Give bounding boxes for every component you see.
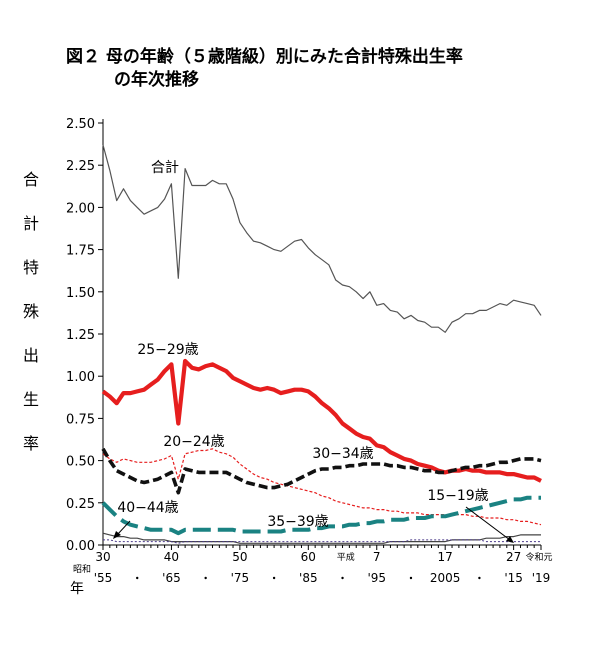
y-tick-label: 1.75 (66, 244, 95, 259)
y-tick-label: 0.75 (66, 412, 95, 427)
x-tick-label-year: '75 (231, 571, 250, 585)
series-label: 合計 (151, 160, 179, 176)
x-tick-label-era-year: 30 (95, 550, 110, 564)
annotation-arrow (116, 520, 131, 536)
series-label: 40−44歳 (117, 500, 178, 516)
x-minor-dot (478, 576, 481, 580)
y-axis-title-char: 率 (22, 434, 39, 453)
x-tick-label-year: '95 (367, 571, 386, 585)
annotation-arrowhead (113, 531, 121, 539)
y-axis-title-char: 特 (22, 258, 39, 277)
y-axis-title-char: 出 (22, 346, 39, 365)
y-tick-label: 2.50 (66, 117, 95, 132)
x-tick-label-era-year: 7 (373, 550, 381, 564)
y-tick-label: 2.25 (66, 159, 95, 174)
x-tick-era-name: 平成 (337, 551, 355, 563)
x-tick-label-year: '85 (299, 571, 318, 585)
y-tick-label: 1.50 (66, 286, 95, 301)
x-minor-dot (136, 576, 139, 580)
x-minor-dot (204, 576, 207, 580)
series-line-15-19歳 (103, 539, 541, 544)
chart-title: 図２ 母の年齢（５歳階級）別にみた合計特殊出生率 の年次推移 (66, 46, 586, 92)
x-tick-era-name: 令和元 (525, 551, 552, 563)
series-line-合計 (102, 144, 542, 333)
series-line-35-39歳 (101, 495, 541, 536)
y-axis-title-char: 計 (22, 214, 39, 233)
series-label: 15−19歳 (427, 488, 488, 504)
y-tick-label: 0.50 (66, 455, 95, 470)
x-tick-label-era-year: 60 (301, 550, 316, 564)
x-tick-label-year: '55 (94, 571, 113, 585)
x-tick-label-era-year: 27 (506, 550, 521, 564)
series-line-20-24歳 (102, 448, 542, 526)
x-tick-label-era-year: 17 (438, 550, 453, 564)
y-tick-label: 1.25 (66, 328, 95, 343)
x-minor-dot (272, 576, 276, 580)
y-tick-label: 0.25 (66, 497, 95, 512)
series-label: 20−24歳 (163, 434, 224, 450)
x-minor-dot (409, 576, 413, 580)
x-tick-era-name: 昭和 (73, 564, 91, 575)
y-axis-title-char: 殊 (22, 302, 39, 321)
series-line-25-29歳 (101, 358, 542, 483)
annotation-arrow (465, 506, 511, 541)
y-axis-title-char: 合 (22, 170, 39, 189)
x-tick-label-year: 2005 (430, 571, 461, 585)
chart-title-line1: 図２ 母の年齢（５歳階級）別にみた合計特殊出生率 (66, 47, 463, 67)
x-minor-dot (341, 576, 344, 580)
y-axis-title: 合 計 特 殊 出 生 率 (18, 158, 44, 466)
y-tick-label: 1.00 (66, 370, 95, 385)
x-tick-label-year: '19 (532, 571, 551, 585)
x-tick-label-year: '65 (162, 571, 181, 585)
x-axis-title: 年 (70, 581, 84, 597)
series-label: 25−29歳 (137, 342, 198, 358)
x-tick-label-era-year: 40 (164, 550, 179, 564)
x-tick-label-era-year: 50 (232, 550, 247, 564)
y-axis-title-char: 生 (22, 390, 39, 409)
series-label: 30−34歳 (312, 446, 373, 462)
y-tick-label: 2.00 (66, 201, 95, 216)
series-label: 35−39歳 (267, 514, 328, 530)
x-tick-label-year: '15 (504, 571, 523, 585)
y-tick-label: 0.00 (66, 539, 95, 554)
annotation-arrowhead (506, 536, 514, 543)
series-line-30-34歳 (101, 447, 542, 495)
chart-title-line2: の年次推移 (114, 70, 199, 90)
